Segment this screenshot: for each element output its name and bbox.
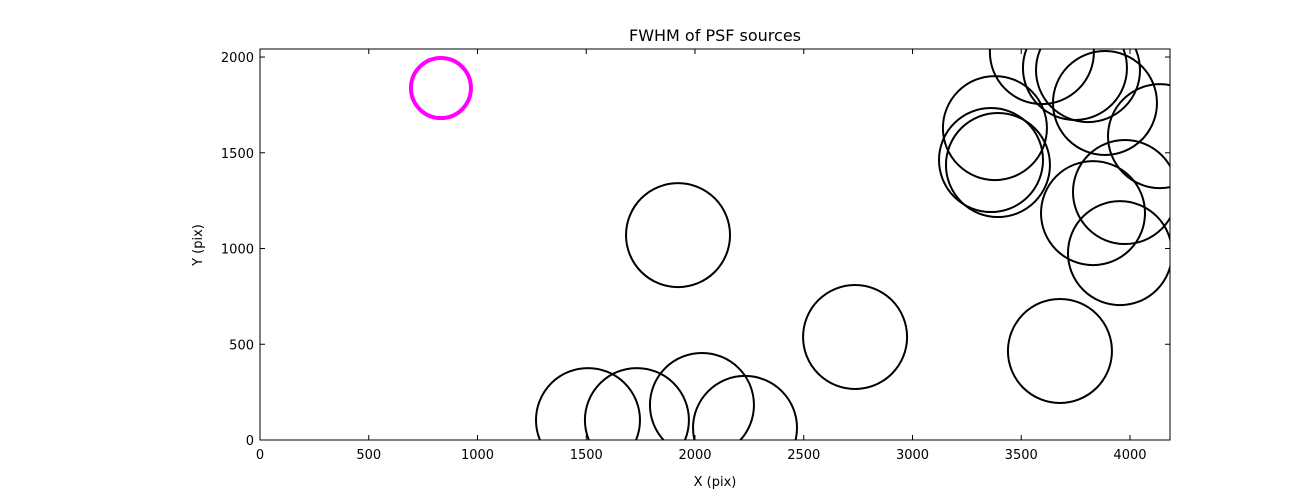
- x-tick-label: 500: [356, 448, 381, 463]
- source-marker: [1071, 139, 1170, 246]
- plot-frame: [259, 48, 1171, 441]
- source-marker: [1040, 160, 1147, 267]
- x-tick-label: 3000: [896, 448, 929, 463]
- x-tick-label: 1000: [461, 448, 494, 463]
- y-tick-label: 500: [229, 338, 254, 353]
- source-marker: [583, 367, 690, 440]
- source-marker: [648, 351, 755, 440]
- source-marker: [1051, 49, 1158, 156]
- y-tick-label: 1500: [221, 147, 254, 162]
- x-tick-label: 1500: [570, 448, 603, 463]
- chart-title: FWHM of PSF sources: [629, 26, 801, 45]
- x-axis-label: X (pix): [694, 475, 737, 490]
- x-tick-label: 2500: [787, 448, 820, 463]
- markers: [408, 49, 1170, 440]
- source-marker: [944, 112, 1051, 219]
- y-tick-label: 2000: [221, 51, 254, 66]
- source-marker: [1006, 297, 1113, 404]
- source-marker: [625, 182, 732, 289]
- y-axis-label: Y (pix): [191, 224, 206, 267]
- x-tick-label: 3500: [1005, 448, 1038, 463]
- source-marker: [408, 56, 473, 121]
- source-marker: [938, 107, 1045, 214]
- source-marker: [802, 283, 909, 390]
- y-tick-label: 0: [246, 434, 254, 449]
- plot-area: [260, 49, 1170, 440]
- source-marker: [692, 374, 798, 440]
- source-marker: [1035, 49, 1141, 124]
- x-tick-label: 4000: [1113, 448, 1146, 463]
- source-marker: [1107, 83, 1170, 190]
- x-tick-label: 2000: [678, 448, 711, 463]
- source-marker: [1066, 200, 1170, 307]
- source-marker: [534, 367, 641, 440]
- x-tick-label: 0: [256, 448, 264, 463]
- y-tick-label: 1000: [221, 243, 254, 258]
